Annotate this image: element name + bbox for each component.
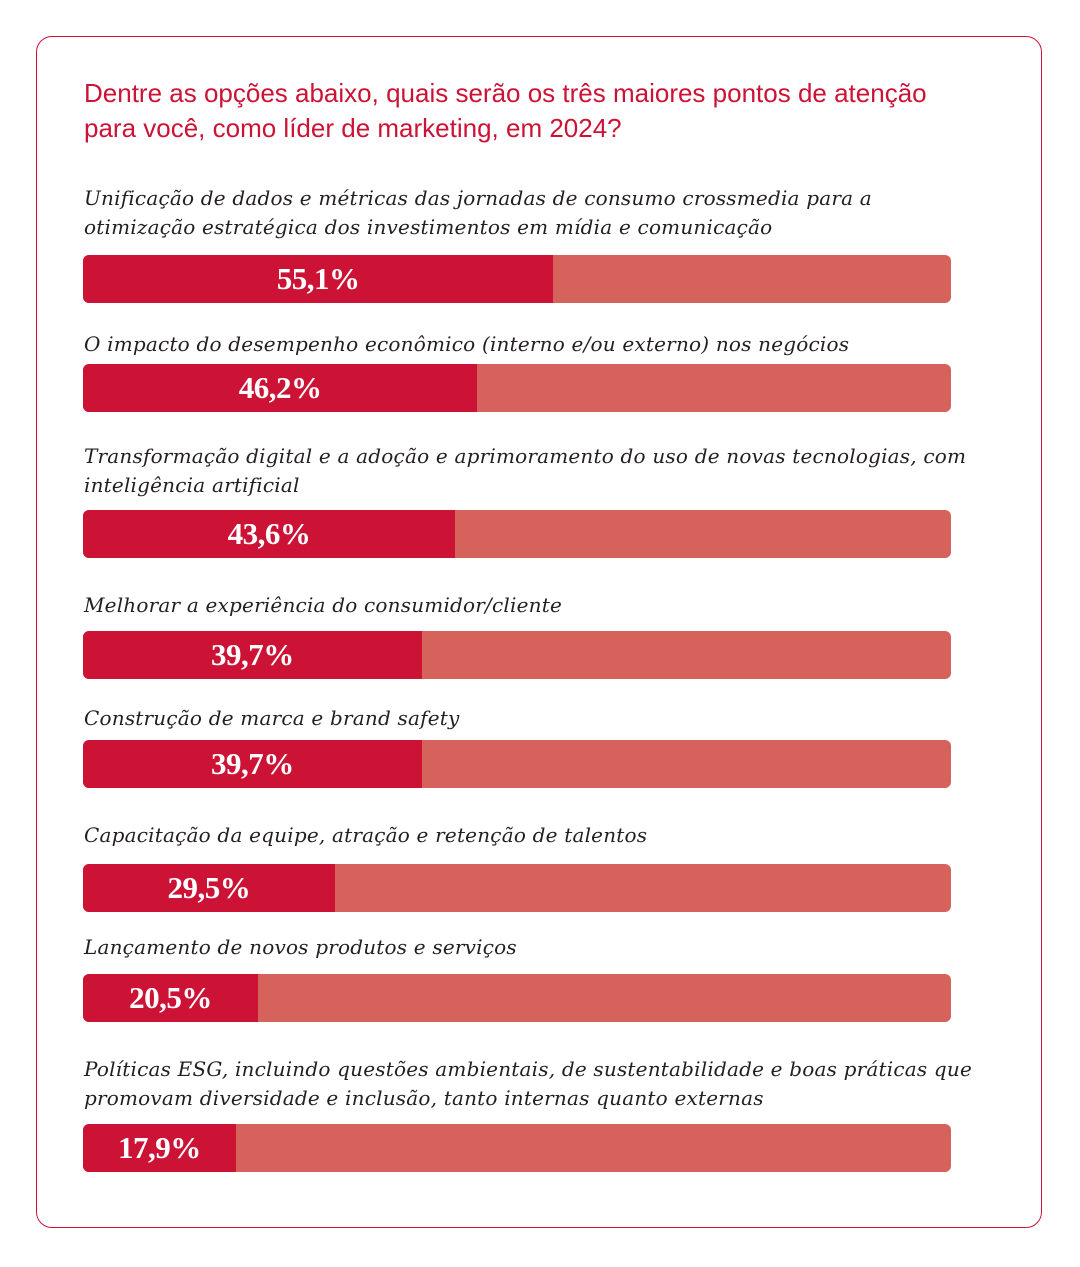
bar-label: O impacto do desempenho econômico (inter… xyxy=(84,332,850,356)
bar-track: 29,5% xyxy=(83,864,951,912)
bar-track: 46,2% xyxy=(83,364,951,412)
bar-value-label: 43,6% xyxy=(227,516,311,551)
bar-label: Melhorar a experiência do consumidor/cli… xyxy=(84,593,562,617)
bar-fill xyxy=(83,1124,236,1172)
bar-track: 39,7% xyxy=(83,740,951,788)
bar-fill xyxy=(83,255,554,303)
bar-fill xyxy=(83,864,335,912)
bar-track: 43,6% xyxy=(83,510,951,558)
bar-track: 55,1% xyxy=(83,255,951,303)
bar-label: Lançamento de novos produtos e serviços xyxy=(84,935,517,959)
bar-label: Unificação de dados e métricas das jorna… xyxy=(84,186,872,239)
bar-track: 17,9% xyxy=(83,1124,951,1172)
bar-value-label: 29,5% xyxy=(167,870,251,905)
bar-track: 39,7% xyxy=(83,631,951,679)
bar-label: Políticas ESG, incluindo questões ambien… xyxy=(84,1057,973,1110)
bar-fill xyxy=(83,631,422,679)
chart-title: Dentre as opções abaixo, quais serão os … xyxy=(84,78,927,143)
bar-value-label: 39,7% xyxy=(211,746,294,781)
bar-value-label: 46,2% xyxy=(238,370,322,405)
bar-value-label: 55,1% xyxy=(276,261,360,296)
bar-value-label: 17,9% xyxy=(118,1130,201,1165)
bar-label: Construção de marca e brand safety xyxy=(84,706,460,730)
bar-fill xyxy=(83,740,422,788)
bar-track: 20,5% xyxy=(83,974,951,1022)
bar-fill xyxy=(83,364,478,412)
bar-fill xyxy=(83,974,258,1022)
bar-fill xyxy=(83,510,456,558)
bar-label: Capacitação da equipe, atração e retençã… xyxy=(84,823,648,847)
bar-value-label: 20,5% xyxy=(129,980,212,1015)
bar-value-label: 39,7% xyxy=(211,637,294,672)
bar-label: Transformação digital e a adoção e aprim… xyxy=(84,444,967,497)
